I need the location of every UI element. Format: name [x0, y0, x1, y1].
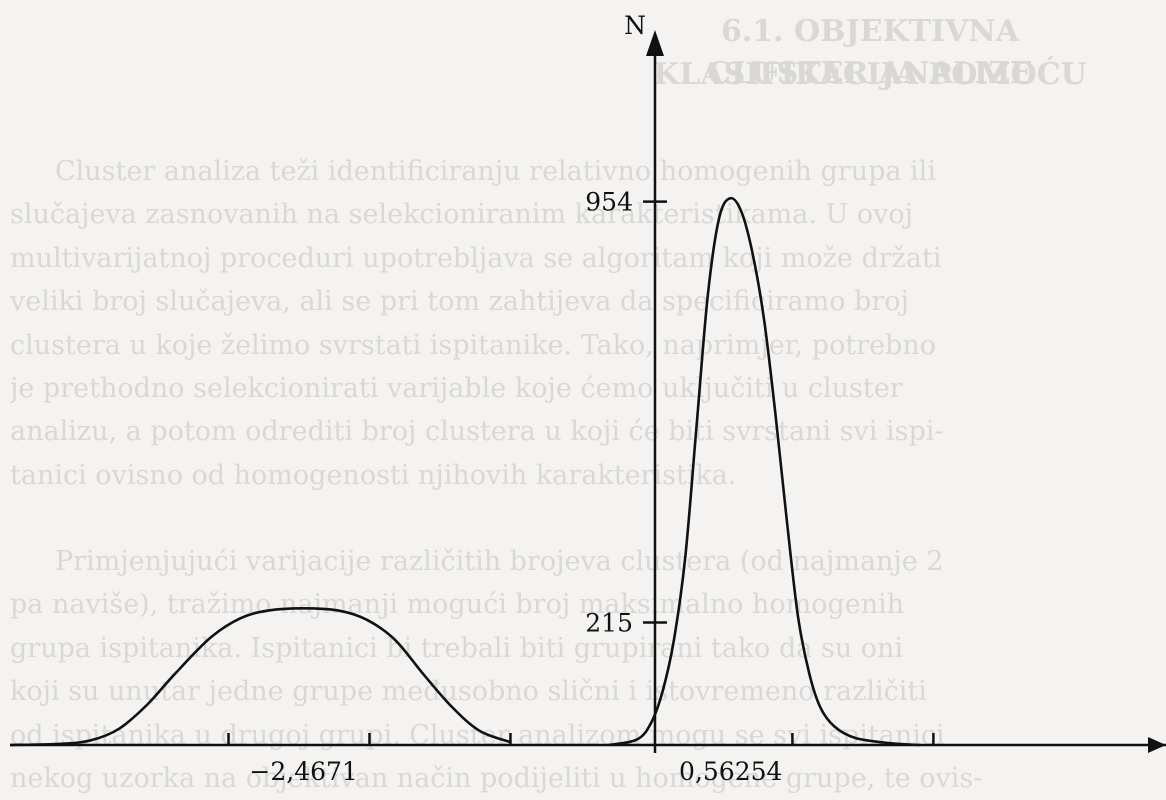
y-tick-label: 954: [585, 188, 633, 217]
paragraph-line: slučajeva zasnovanih na selekcioniranim …: [10, 199, 914, 231]
section-heading-line-2: CLUSTER ANALIZE: [707, 56, 1033, 91]
paragraph-line: grupa ispitanika. Ispitanici bi trebali …: [10, 632, 904, 664]
paragraph-line: Primjenjujući varijacije različitih broj…: [55, 546, 944, 577]
paragraph-line: analizu, a potom odrediti broj clustera …: [10, 416, 944, 448]
paragraph-line: pa naviše), tražimo najmanji mogući broj…: [10, 589, 905, 621]
y-axis-arrow: [646, 30, 664, 56]
y-tick-label: 215: [585, 609, 633, 638]
chart-labels: N 215 954 −2,4671 0,56254: [249, 11, 782, 786]
series-2-curve: [608, 196, 920, 747]
section-heading-line-1: 6.1. OBJEKTIVNA KLASIFIKACIJA POMOĆU: [653, 14, 1087, 93]
paragraph-line: Cluster analiza teži identificiranju rel…: [55, 156, 936, 187]
series-1-curve: [9, 607, 511, 747]
paragraph-line: koji su unutar jedne grupe međusobno sli…: [10, 676, 927, 708]
chart-axes: [10, 30, 1166, 753]
paragraph-line: je prethodno selekcionirati varijable ko…: [10, 373, 903, 404]
paragraph-line: clustera u koje želimo svrstati ispitani…: [10, 329, 936, 361]
x-axis-arrow: [1148, 737, 1166, 753]
paragraph-line: multivarijatnoj proceduri upotrebljava s…: [10, 242, 942, 274]
paragraph-line: tanici ovisno od homogenosti njihovih ka…: [10, 459, 737, 491]
x-value-label: −2,4671: [249, 757, 357, 786]
chart-curves: [9, 196, 920, 747]
y-axis-label: N: [624, 11, 646, 40]
chart-ticks: [227, 200, 935, 745]
x-value-label: 0,56254: [679, 757, 782, 786]
